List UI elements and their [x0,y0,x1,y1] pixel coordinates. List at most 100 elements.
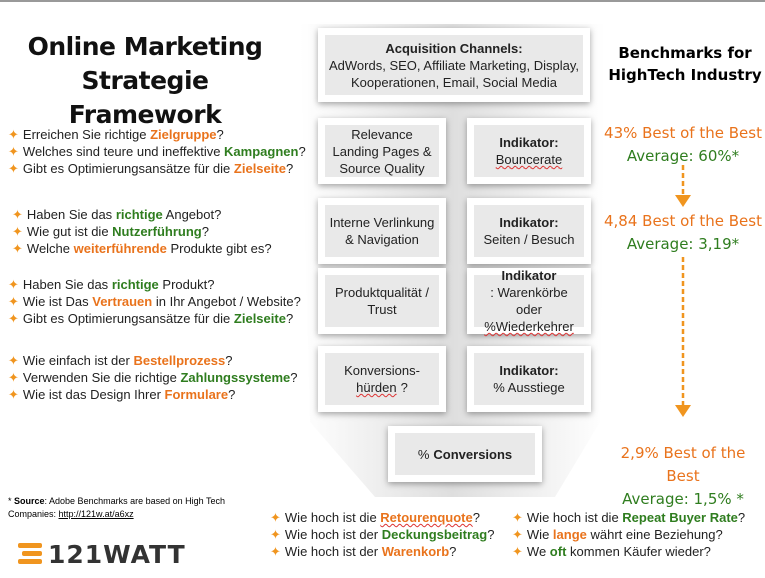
benchmark-average: Average: 60%* [626,147,740,165]
question: Wie gut ist die Nutzerführung? [12,223,209,240]
text-segment: Kampagnen [224,144,299,159]
text-segment: Indikator: [499,215,559,230]
text-segment: We [526,544,550,559]
header-line: HighTech Industry [608,66,762,84]
question: Welches sind teure und ineffektive Kampa… [8,143,306,160]
text-segment: ? [298,144,306,159]
logo-icon [18,543,42,564]
benchmark-average: Average: 1,5% * [622,490,744,508]
text-segment: Deckungsbeitrag [381,527,488,542]
text-segment: ? [285,311,294,326]
benchmark-header: Benchmarks for HighTech Industry [605,42,765,86]
title: Online Marketing Strategie Framework [20,30,270,132]
benchmark-best: 43% Best of the Best [604,124,762,142]
text-segment: Acquisition Channels: [385,40,523,56]
arrow-head [675,405,691,417]
question: Wie hoch ist die Repeat Buyer Rate? [512,509,745,526]
question: Wie einfach ist der Bestellprozess? [8,352,233,369]
text-segment: ? [449,544,457,559]
title-line: Strategie Framework [68,66,222,129]
text-segment: Source [14,496,45,506]
text-segment: Nutzerführung [112,224,202,239]
text-segment: Produkt? [158,277,215,292]
text-segment: Wie gut ist die [26,224,113,239]
benchmark-best: 4,84 Best of the Best [604,212,762,230]
text-segment: Zahlungssysteme [180,370,291,385]
box: Indikator: % Ausstiege [467,346,591,412]
text-segment: Welche [26,241,74,256]
box-content: Produktqualität / Trust [325,275,439,327]
text-segment: AdWords, SEO, Affiliate Marketing, Displ… [329,57,579,90]
text-segment: Formulare [164,387,229,402]
text-segment: Warenkorb [381,544,450,559]
box-content: Indikator: Seiten / Besuch [474,205,584,257]
box: Relevance Landing Pages & Source Quality [318,118,446,184]
text-segment: %Wiederkehrer [484,319,574,334]
text-segment: Produkte gibt es? [166,241,272,256]
text-segment: Bestellprozess [133,353,226,368]
text-segment: Interne Verlinkung & Navigation [329,215,435,247]
arrow-head [675,195,691,207]
text-segment: * [8,496,15,506]
box-content: Relevance Landing Pages & Source Quality [325,125,439,177]
text-segment: ? [285,161,294,176]
text-segment: hürden [356,380,397,395]
text-segment: Gibt es Optimierungsansätze für die [22,161,234,176]
question: Wie hoch ist der Warenkorb? [270,543,456,560]
question: Verwenden Sie die richtige Zahlungssyste… [8,369,298,386]
title-line: Online Marketing [27,32,263,61]
text-segment: Wie ist das Design Ihrer [22,387,165,402]
box: Produktqualität / Trust [318,268,446,334]
text-segment: Haben Sie das [22,277,112,292]
text-segment: Vertrauen [92,294,153,309]
box-content: Konversions-hürden? [325,353,439,405]
text-segment: Wie ist Das [22,294,93,309]
text-segment: Indikator [501,268,557,283]
header-line: Benchmarks for [618,44,752,62]
text-segment: richtige [111,277,159,292]
question: Haben Sie das richtige Produkt? [8,276,215,293]
text-segment: % Ausstiege [493,380,565,395]
text-segment: kommen Käufer wieder? [566,544,711,559]
text-segment: Indikator: [499,363,559,378]
text-segment: ? [290,370,298,385]
box-content: Indikator: % Ausstiege [474,353,584,405]
text-segment: Verwenden Sie die richtige [22,370,181,385]
text-segment: ? [400,380,408,395]
text-segment: : Adobe Benchmarks are based on High Tec… [8,496,228,519]
benchmark: 2,9% Best of the Best Average: 1,5% * [603,442,763,511]
box-content: Interne Verlinkung & Navigation [325,205,439,257]
text-segment: Retourenquote [380,510,473,525]
box: Interne Verlinkung & Navigation [318,198,446,264]
benchmark-average: Average: 3,19* [626,235,740,253]
box: Indikator : Warenkörbe oder %Wiederkehrer [467,268,591,334]
text-segment: Haben Sie das [26,207,116,222]
text-segment: Indikator: [499,135,559,150]
box: % Conversions [388,426,542,482]
question: Erreichen Sie richtige Zielgruppe? [8,126,224,143]
text-segment: weiterführende [73,241,167,256]
question: Gibt es Optimierungsansätze für die Ziel… [8,160,293,177]
text-segment: Angebot? [162,207,222,222]
text-segment: : Warenkörbe oder [490,285,568,317]
text-segment: Relevance Landing Pages & Source Quality [332,126,432,176]
question: Haben Sie das richtige Angebot? [12,206,221,223]
text-segment: oft [549,544,567,559]
text-segment: Wie hoch ist der [284,527,382,542]
text-segment: Zielgruppe [150,127,217,142]
text-segment: ? [472,510,480,525]
box-content: Acquisition Channels: AdWords, SEO, Affil… [325,35,583,95]
text-segment: Wie einfach ist der [22,353,134,368]
text-segment: ? [225,353,233,368]
benchmark-best: 2,9% Best of the Best [620,444,746,485]
text-segment: Welches sind teure und ineffektive [22,144,225,159]
text-segment: http://121w.at/a6xz [58,509,134,519]
text-segment: währt eine Beziehung? [586,527,723,542]
footnote: * Source: Adobe Benchmarks are based on … [8,495,248,521]
text-segment: ? [201,224,209,239]
question: Wie lange währt eine Beziehung? [512,526,723,543]
text-segment: ? [737,510,746,525]
text-segment: richtige [115,207,163,222]
question: Wie ist Das Vertrauen in Ihr Angebot / W… [8,293,301,310]
question: Welche weiterführende Produkte gibt es? [12,240,272,257]
